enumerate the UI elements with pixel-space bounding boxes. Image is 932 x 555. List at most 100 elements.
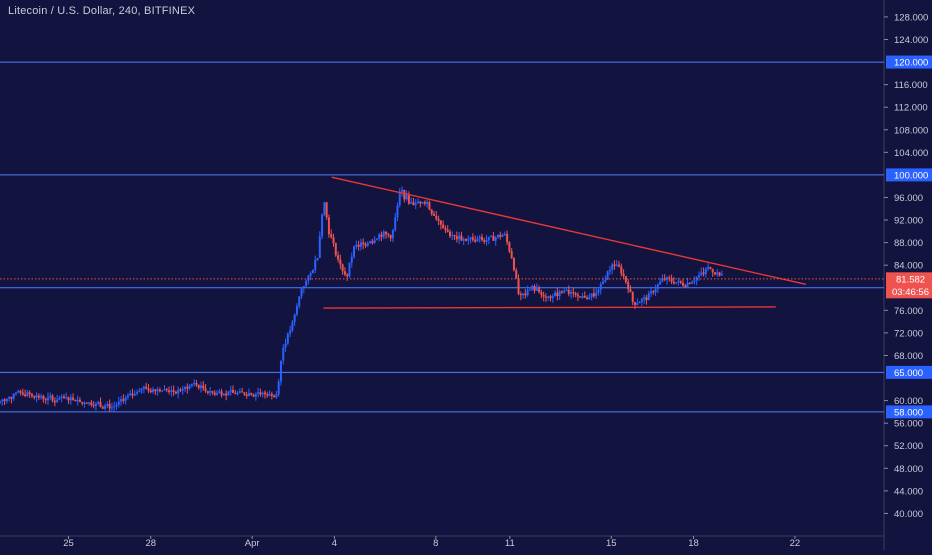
candle-body: [106, 404, 109, 406]
candle-body: [681, 282, 684, 286]
candle-body: [286, 333, 289, 344]
candle-body: [234, 392, 237, 395]
candle-body: [174, 391, 177, 394]
candle-body: [471, 237, 474, 240]
candle-body: [446, 229, 449, 232]
candle-body: [389, 235, 392, 239]
candle-body: [567, 290, 570, 294]
time-tick-label: 18: [688, 538, 699, 549]
candle-body: [90, 402, 93, 405]
candle-body: [78, 399, 81, 402]
candle-body: [19, 390, 22, 393]
candle-body: [220, 391, 223, 396]
candle-body: [136, 392, 139, 394]
candle-body: [542, 294, 545, 297]
candle-body: [261, 392, 264, 395]
candle-body: [679, 280, 682, 283]
candle-body: [414, 203, 417, 205]
candle-body: [216, 392, 219, 395]
candle-body: [519, 293, 522, 296]
candle-body: [193, 383, 196, 385]
candle-body: [608, 269, 611, 272]
candle-body: [510, 251, 513, 259]
candle-body: [323, 202, 326, 215]
candle-body: [259, 392, 262, 395]
candle-body: [654, 289, 657, 293]
candle-body: [104, 405, 107, 409]
candle-body: [382, 231, 385, 237]
candle-body: [480, 236, 483, 241]
candle-body: [218, 391, 221, 393]
candle-body: [72, 397, 75, 400]
candle-body: [535, 288, 538, 291]
candle-body: [211, 391, 214, 393]
candle-body: [634, 302, 637, 305]
candle-body: [126, 395, 129, 398]
candle-body: [618, 264, 621, 267]
candle-body: [142, 386, 145, 389]
candle-body: [149, 390, 152, 393]
candle-body: [595, 292, 598, 297]
candle-body: [245, 394, 248, 397]
candle-body: [28, 392, 31, 395]
candle-body: [640, 299, 643, 302]
candle-body: [430, 209, 433, 214]
candle-body: [467, 239, 470, 241]
candle-body: [688, 282, 691, 284]
candle-body: [21, 392, 24, 395]
candle-body: [423, 202, 426, 204]
candle-body: [670, 278, 673, 282]
candle-body: [677, 280, 680, 283]
candle-body: [604, 280, 607, 282]
candle-body: [177, 389, 180, 394]
candle-body: [359, 242, 362, 247]
candle-body: [202, 385, 205, 389]
candle-body: [46, 397, 49, 401]
candle-body: [501, 234, 504, 237]
candle-body: [586, 297, 589, 300]
candle-body: [156, 389, 159, 392]
candle-body: [152, 389, 155, 393]
candle-body: [709, 267, 712, 269]
candle-body: [209, 391, 212, 393]
candle-body: [659, 281, 662, 285]
candle-body: [113, 406, 116, 408]
candle-body: [289, 330, 292, 334]
candle-body: [711, 268, 714, 273]
candle-body: [181, 388, 184, 391]
candle-body: [522, 293, 525, 296]
candle-body: [133, 393, 136, 396]
candle-body: [279, 360, 282, 382]
price-tick-label: 128.000: [894, 12, 928, 23]
candle-body: [428, 202, 431, 210]
candle-body: [252, 394, 255, 397]
candle-body: [713, 272, 716, 275]
candle-body: [442, 224, 445, 229]
candle-body: [627, 281, 630, 290]
price-tick-label: 88.000: [894, 238, 923, 249]
candle-body: [615, 264, 618, 267]
candle-body: [391, 230, 394, 239]
candle-body: [503, 233, 506, 235]
candle-body: [663, 278, 666, 280]
candle-body: [170, 390, 173, 392]
candle-body: [172, 390, 175, 392]
time-tick-label: Apr: [245, 538, 260, 549]
candle-body: [131, 393, 134, 396]
candle-body: [691, 281, 694, 284]
candle-body: [396, 205, 399, 218]
candle-body: [33, 395, 36, 398]
candle-body: [581, 296, 584, 298]
candle-body: [672, 281, 675, 284]
candle-body: [599, 284, 602, 290]
candle-body: [410, 202, 413, 204]
candle-body: [652, 291, 655, 293]
time-tick-label: 22: [790, 538, 801, 549]
candle-body: [197, 384, 200, 388]
candle-body: [517, 278, 520, 294]
candle-body: [549, 296, 552, 298]
candle-body: [58, 397, 61, 400]
candle-body: [606, 271, 609, 281]
